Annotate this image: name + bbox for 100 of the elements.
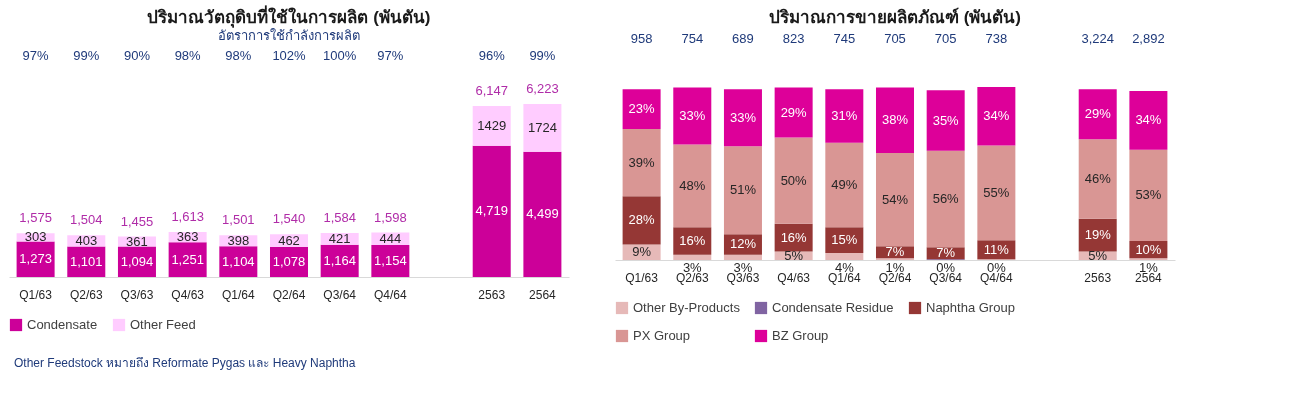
text: 689 — [732, 31, 754, 46]
legend-label: Condensate Residue — [772, 300, 894, 315]
data-label: 38% — [881, 112, 909, 128]
data-label: 35% — [932, 112, 960, 128]
data-label: 1429 — [477, 117, 507, 133]
data-label: 28% — [628, 212, 656, 228]
bar — [168, 242, 207, 277]
data-label: 1,164 — [323, 252, 356, 268]
text: 745 — [833, 31, 856, 46]
data-label: 1724 — [527, 119, 557, 135]
legend-label: PX Group — [633, 328, 691, 343]
x-tick-label: Q2/63 — [69, 287, 103, 302]
x-tick-label: Q4/63 — [171, 287, 205, 302]
data-label: 31% — [831, 108, 858, 124]
data-label: 9% — [632, 244, 652, 260]
x-tick-label: Q4/63 — [777, 270, 811, 285]
text: 98% — [174, 48, 202, 63]
data-label: 1,078 — [272, 254, 306, 270]
data-label: 403 — [75, 232, 98, 248]
x-tick-label: Q1/63 — [625, 270, 659, 285]
data-label: 55% — [983, 184, 1010, 200]
bar — [1129, 91, 1168, 150]
text: 3,224 — [1081, 31, 1114, 46]
x-tick-label: Q1/64 — [221, 287, 255, 302]
data-label: 11% — [983, 241, 1010, 257]
bar — [622, 128, 661, 197]
bar — [774, 87, 813, 138]
x-tick-label: Q1/63 — [19, 287, 53, 302]
bar — [825, 89, 864, 143]
bar — [825, 253, 864, 260]
data-label: 1,251 — [171, 251, 204, 267]
data-label: 1,273 — [19, 251, 52, 267]
data-label: 444 — [379, 230, 402, 246]
bar — [622, 89, 661, 129]
data-label: 56% — [932, 190, 960, 206]
bar — [67, 246, 106, 277]
text: 99% — [529, 48, 556, 63]
text: 754 — [681, 31, 704, 46]
data-label: 34% — [1135, 112, 1162, 128]
text: 100% — [323, 48, 357, 63]
total-label: 1,540 — [272, 211, 306, 227]
data-label: 462 — [278, 232, 300, 248]
text: 958 — [630, 31, 653, 46]
data-label: 4,719 — [475, 203, 508, 219]
data-label: 51% — [729, 182, 757, 198]
bar — [723, 146, 762, 235]
data-label: 303 — [24, 229, 47, 245]
data-label: 1% — [1139, 260, 1159, 275]
text: 98% — [225, 48, 252, 63]
data-label: 1,101 — [70, 253, 103, 269]
text: 90% — [123, 48, 151, 63]
data-label: 53% — [1135, 187, 1162, 203]
total-label: 1,504 — [70, 212, 103, 228]
data-label: 361 — [126, 233, 148, 249]
text: 2,892 — [1132, 31, 1165, 46]
data-label: 15% — [831, 232, 858, 248]
text: 97% — [377, 48, 404, 63]
data-label: 48% — [679, 177, 706, 193]
data-label: 421 — [328, 230, 351, 246]
bar — [523, 151, 562, 277]
x-tick-label: Q3/64 — [323, 287, 357, 302]
data-label: 7% — [885, 244, 905, 260]
bar — [926, 150, 965, 248]
bar — [825, 142, 864, 228]
bar — [523, 103, 562, 152]
x-tick-label: Q3/63 — [120, 287, 154, 302]
bar — [1078, 139, 1117, 219]
data-label: 19% — [1084, 227, 1112, 242]
legend-label: BZ Group — [772, 328, 829, 343]
text: Other Feedstock หมายถึง Reformate Pygas และ Heavy Naphtha — [14, 355, 357, 372]
x-tick-label: 2563 — [478, 287, 506, 302]
total-label: 6,223 — [526, 80, 559, 96]
data-label: 50% — [780, 172, 808, 188]
text: 705 — [934, 31, 957, 46]
bar — [723, 89, 762, 147]
data-label: 23% — [628, 101, 656, 117]
data-label: 39% — [628, 154, 656, 170]
text: 102% — [272, 48, 307, 63]
bar — [977, 86, 1016, 146]
legend-label: Condensate — [27, 317, 98, 332]
data-label: 33% — [729, 109, 757, 125]
legend-label: Other Feed — [130, 317, 196, 332]
bar — [673, 87, 712, 145]
data-label: 29% — [780, 104, 808, 120]
data-label: 16% — [679, 233, 706, 249]
data-label: 5% — [784, 247, 804, 263]
x-tick-label: Q2/64 — [272, 287, 306, 302]
x-tick-label: 2564 — [529, 287, 557, 302]
data-label: 5% — [1088, 247, 1108, 263]
data-label: 4,499 — [526, 206, 559, 222]
bar — [926, 90, 965, 151]
total-label: 1,575 — [19, 210, 52, 226]
data-label: 7% — [936, 245, 956, 261]
data-label: 1,094 — [120, 253, 154, 269]
data-label: 10% — [1135, 241, 1162, 257]
data-label: 1,154 — [374, 252, 407, 268]
x-tick-label: Q4/64 — [374, 287, 408, 302]
data-label: 363 — [176, 229, 199, 245]
bar — [673, 254, 712, 260]
total-label: 6,147 — [475, 83, 508, 99]
